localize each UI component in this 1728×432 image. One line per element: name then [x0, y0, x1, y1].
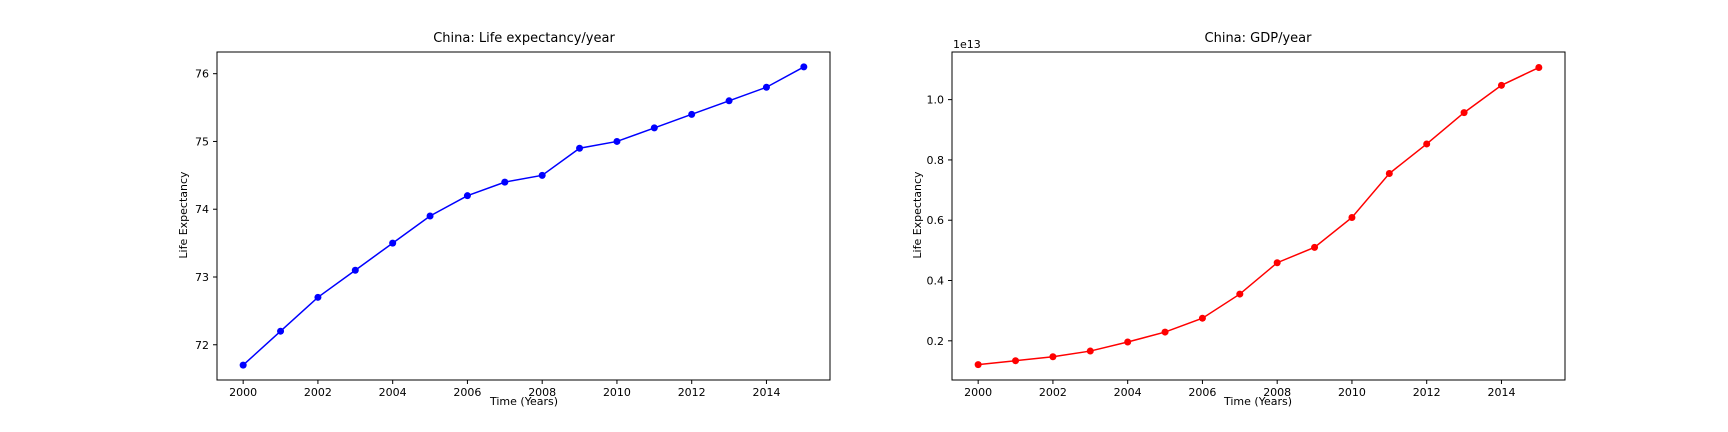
data-point: [688, 110, 696, 118]
data-point: [538, 171, 546, 179]
data-point: [725, 97, 733, 105]
x-tick-label: 2002: [1039, 386, 1067, 399]
x-tick-label: 2012: [678, 386, 706, 399]
data-point: [762, 83, 770, 91]
x-tick-label: 2014: [1487, 386, 1515, 399]
data-point: [1535, 64, 1543, 72]
data-point: [314, 293, 322, 301]
series-line: [978, 66, 1540, 366]
x-axis-label: Time (Years): [1223, 395, 1292, 408]
data-point: [1198, 314, 1206, 322]
y-tick-label: 73: [195, 271, 209, 284]
x-tick-label: 2010: [1338, 386, 1366, 399]
data-point: [351, 266, 359, 274]
data-point: [650, 124, 658, 132]
data-point: [613, 137, 621, 145]
series-marks: [239, 63, 808, 369]
data-point: [1497, 81, 1505, 89]
plot-frame: [216, 51, 831, 381]
y-tick-label: 72: [195, 339, 209, 352]
axis-ticks: 2000 2002 2004 2006 2008 2010 2012 2014 72 73 74 75…: [195, 68, 780, 399]
x-tick-label: 2008: [1263, 386, 1291, 399]
data-point: [389, 239, 397, 247]
y-tick-label: 1.0: [927, 94, 945, 107]
data-point: [501, 178, 509, 186]
data-point: [1460, 109, 1468, 117]
x-tick-label: 2012: [1413, 386, 1441, 399]
data-point: [1423, 140, 1431, 148]
x-tick-label: 2002: [304, 386, 332, 399]
chart-title: China: GDP/year: [1205, 31, 1313, 46]
y-tick-label: 0.4: [927, 275, 945, 288]
x-axis-label: Time (Years): [489, 395, 558, 408]
y-tick-label: 75: [195, 135, 209, 148]
x-tick-label: 2008: [528, 386, 556, 399]
data-point: [1124, 338, 1132, 346]
x-tick-label: 2004: [379, 386, 407, 399]
y-axis-label: Life Expectancy: [177, 171, 190, 259]
data-point: [1236, 290, 1244, 298]
data-point: [1385, 169, 1393, 177]
x-tick-label: 2014: [752, 386, 780, 399]
x-tick-label: 2006: [453, 386, 481, 399]
x-tick-label: 2010: [603, 386, 631, 399]
x-tick-label: 2004: [1114, 386, 1142, 399]
series-line: [242, 66, 805, 366]
data-point: [1273, 259, 1281, 267]
y-axis-offset-label: 1e13: [953, 38, 981, 51]
data-point: [1348, 214, 1356, 222]
data-point: [463, 192, 471, 200]
data-point: [1086, 347, 1094, 355]
chart-gdp: China: GDP/year 1e13 Time (Years) Life E…: [911, 31, 1566, 408]
data-point: [1012, 357, 1020, 365]
x-tick-label: 2000: [229, 386, 257, 399]
plot-frame: [951, 51, 1566, 381]
axis-ticks: 2000 2002 2004 2006 2008 2010 2012 2014 0.2 0.4 0.…: [927, 94, 1516, 399]
x-tick-label: 2006: [1188, 386, 1216, 399]
y-tick-label: 76: [195, 68, 209, 81]
y-tick-label: 74: [195, 203, 209, 216]
data-point: [426, 212, 434, 220]
data-point: [277, 327, 285, 335]
data-point: [239, 361, 247, 369]
x-tick-label: 2000: [964, 386, 992, 399]
data-point: [576, 144, 584, 152]
y-tick-label: 0.2: [927, 335, 945, 348]
y-axis-label: Life Expectancy: [911, 171, 924, 259]
data-point: [1311, 243, 1319, 251]
data-point: [800, 63, 808, 71]
y-tick-label: 0.8: [927, 154, 945, 167]
y-tick-label: 0.6: [927, 214, 945, 227]
data-point: [1049, 353, 1057, 361]
data-point: [974, 361, 982, 369]
chart-life-expectancy: China: Life expectancy/year Time (Years)…: [177, 31, 831, 408]
chart-title: China: Life expectancy/year: [433, 31, 615, 46]
series-marks: [974, 64, 1543, 369]
data-point: [1161, 328, 1169, 336]
